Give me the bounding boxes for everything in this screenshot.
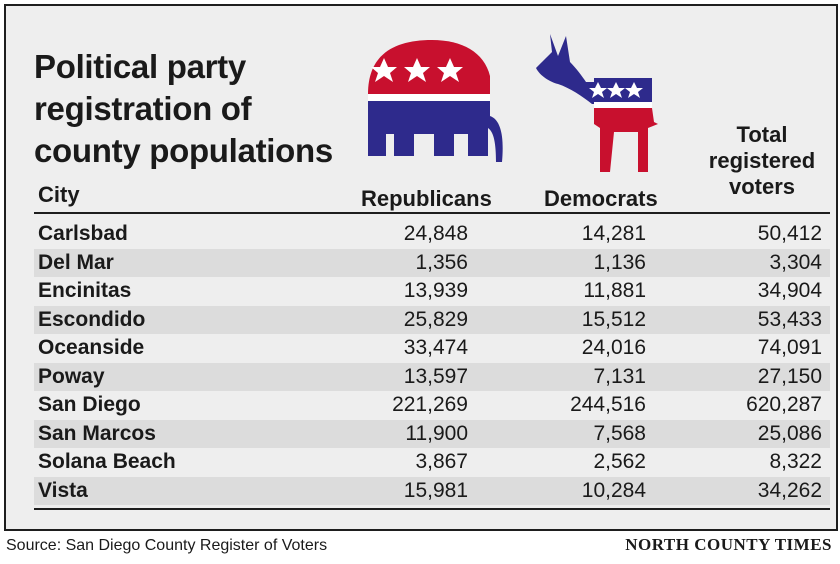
table-row: Poway 13,597 7,131 27,150	[34, 362, 830, 391]
total-cell: 34,262	[757, 478, 822, 502]
republicans-cell: 3,867	[415, 450, 468, 473]
republicans-cell: 33,474	[403, 336, 468, 359]
city-cell: Poway	[38, 364, 105, 388]
democrats-cell: 7,568	[593, 421, 646, 445]
city-cell: San Marcos	[38, 421, 156, 445]
republicans-cell: 221,269	[392, 393, 468, 416]
republicans-cell: 11,900	[405, 421, 468, 445]
city-cell: Encinitas	[38, 279, 132, 302]
elephant-icon	[368, 40, 503, 162]
total-cell: 53,433	[757, 307, 822, 331]
total-cell: 50,412	[757, 222, 822, 245]
total-cell: 34,904	[757, 279, 822, 302]
footer-rule	[34, 508, 830, 510]
total-cell: 74,091	[757, 336, 822, 359]
column-header-democrats: Democrats	[544, 186, 658, 211]
republicans-cell: 13,939	[403, 279, 468, 302]
column-header-republicans: Republicans	[361, 186, 492, 211]
republicans-cell: 25,829	[403, 307, 468, 331]
democrats-cell: 244,516	[570, 393, 646, 416]
registration-table: Carlsbad 24,848 14,281 50,412 Del Mar 1,…	[34, 220, 830, 505]
city-cell: Oceanside	[38, 336, 145, 359]
democrats-cell: 15,512	[581, 307, 646, 331]
city-cell: Escondido	[38, 307, 146, 331]
table-row: San Diego 221,269 244,516 620,287	[34, 391, 830, 420]
democrats-cell: 7,131	[593, 364, 646, 388]
democrats-cell: 14,281	[581, 222, 646, 245]
table-row: Oceanside 33,474 24,016 74,091	[34, 334, 830, 363]
column-header-total: Total registered voters	[708, 122, 816, 199]
republicans-cell: 24,848	[403, 222, 468, 245]
republicans-cell: 15,981	[403, 478, 468, 502]
total-cell: 27,150	[757, 364, 822, 388]
donkey-icon	[536, 34, 658, 172]
democrats-cell: 2,562	[593, 450, 646, 473]
table-row: Solana Beach 3,867 2,562 8,322	[34, 448, 830, 477]
total-cell: 8,322	[769, 450, 822, 473]
column-header-city: City	[38, 182, 80, 207]
table-row: Encinitas 13,939 11,881 34,904	[34, 277, 830, 306]
republicans-cell: 13,597	[403, 364, 468, 388]
republicans-cell: 1,356	[415, 250, 468, 274]
city-cell: Solana Beach	[38, 450, 176, 473]
total-cell: 25,086	[757, 421, 822, 445]
democrats-cell: 10,284	[581, 478, 646, 502]
democrats-cell: 11,881	[583, 279, 646, 302]
header-rule	[34, 212, 830, 214]
table-row: Del Mar 1,356 1,136 3,304	[34, 248, 830, 277]
table-row: San Marcos 11,900 7,568 25,086	[34, 419, 830, 448]
table-row: Carlsbad 24,848 14,281 50,412	[34, 220, 830, 249]
democrats-cell: 24,016	[581, 336, 646, 359]
total-cell: 620,287	[746, 393, 822, 416]
publisher-credit: NORTH COUNTY TIMES	[625, 535, 832, 554]
city-cell: Vista	[38, 478, 88, 502]
total-cell: 3,304	[769, 250, 822, 274]
democrats-cell: 1,136	[593, 250, 646, 274]
page-title: Political party registration of county p…	[34, 48, 333, 169]
city-cell: San Diego	[38, 393, 141, 416]
city-cell: Del Mar	[38, 250, 114, 274]
infographic-panel: Political party registration of county p…	[4, 4, 838, 531]
city-cell: Carlsbad	[38, 222, 128, 245]
table-row: Vista 15,981 10,284 34,262	[34, 476, 830, 505]
source-note: Source: San Diego County Register of Vot…	[6, 537, 328, 554]
table-row: Escondido 25,829 15,512 53,433	[34, 305, 830, 334]
